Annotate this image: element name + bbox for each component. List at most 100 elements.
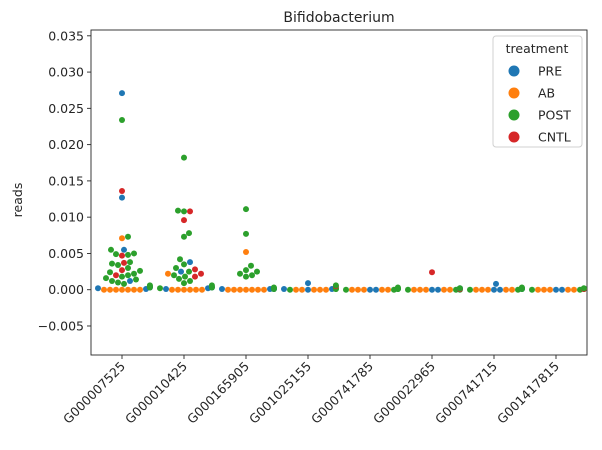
data-point-post [243,206,249,213]
data-point-pre [281,285,287,292]
data-point-ab [243,248,249,255]
data-point-post [109,278,115,285]
data-point-ab [535,286,541,293]
data-point-post [248,262,254,269]
data-point-post [243,273,249,280]
data-point-ab [509,286,515,293]
data-point-post [109,260,115,267]
data-point-cntl [119,252,125,259]
data-point-post [237,270,243,277]
legend-marker [508,109,520,121]
data-point-pre [367,286,373,293]
data-point-ab [317,286,323,293]
data-point-cntl [198,270,204,277]
data-point-post [133,276,139,283]
data-point-post [467,286,473,293]
data-point-ab [299,286,305,293]
data-point-ab [231,286,237,293]
y-tick-label: 0.025 [48,101,84,116]
y-tick-label: 0.030 [48,65,84,80]
data-point-post [176,275,182,282]
data-point-ab [547,286,553,293]
data-point-ab [379,286,385,293]
y-tick-label: −0.005 [38,318,84,333]
data-point-pre [178,268,184,275]
data-point-ab [237,286,243,293]
legend-marker [508,131,520,143]
data-point-ab [323,286,329,293]
data-point-ab [119,286,125,293]
data-point-pre [553,286,559,293]
legend-label: PRE [538,64,562,79]
data-point-ab [447,286,453,293]
data-point-pre [95,285,101,292]
legend-marker [508,87,520,99]
data-point-post [243,267,249,274]
data-point-post [181,154,187,161]
data-point-ab [541,286,547,293]
data-point-ab [503,286,509,293]
x-tick-label: G000741785 [308,359,376,427]
data-point-post [121,280,127,287]
y-axis-title: reads [10,183,25,218]
data-point-post [270,284,277,291]
data-point-post [181,208,187,215]
data-point-pre [491,286,497,293]
data-point-post [125,272,131,279]
data-point-post [181,261,187,268]
chart-title: Bifidobacterium [283,10,394,26]
x-tick-label: G000007525 [60,359,128,427]
x-tick-label: G001417815 [494,359,562,427]
data-point-ab [293,286,299,293]
data-point-ab [361,286,367,293]
data-point-ab [417,286,423,293]
data-point-post [177,256,183,263]
data-point-post [187,278,193,285]
data-point-ab [423,286,429,293]
data-point-pre [119,90,125,97]
data-point-ab [485,286,491,293]
x-tick-label: G000022965 [370,359,438,427]
data-point-ab [349,286,355,293]
data-point-post [107,269,113,276]
data-point-post [127,259,133,266]
data-point-post [146,282,153,289]
data-point-cntl [119,267,125,274]
data-point-post [186,268,192,275]
data-point-post [173,264,179,271]
data-point-post [186,230,192,237]
data-point-ab [411,286,417,293]
data-point-post [125,264,131,271]
legend-marker [508,65,520,77]
data-point-ab [249,286,255,293]
y-tick-label: 0.005 [48,246,84,261]
x-tick-label: G000010425 [122,359,190,427]
data-point-post [181,280,187,287]
data-point-post [131,250,137,257]
data-point-post [254,268,260,275]
data-point-pre [373,286,379,293]
data-point-pre [119,194,125,201]
data-point-post [243,230,249,237]
data-point-pre [559,286,565,293]
data-point-ab [119,235,125,242]
data-point-pre [187,259,193,266]
data-point-post [157,285,163,292]
data-point-post [175,207,181,214]
y-tick-label: 0.015 [48,173,84,188]
legend-title: treatment [506,41,569,56]
data-point-pre [497,286,503,293]
data-point-ab [187,286,193,293]
data-point-pre [305,286,311,293]
data-point-pre [127,278,133,285]
data-point-post [103,275,109,282]
legend-label: POST [538,108,571,123]
data-point-cntl [181,217,187,224]
data-point-ab [441,286,447,293]
data-point-pre [163,285,169,292]
data-point-ab [565,286,571,293]
data-point-post [125,251,131,258]
data-point-pre [435,286,441,293]
y-tick-label: 0.000 [48,282,84,297]
